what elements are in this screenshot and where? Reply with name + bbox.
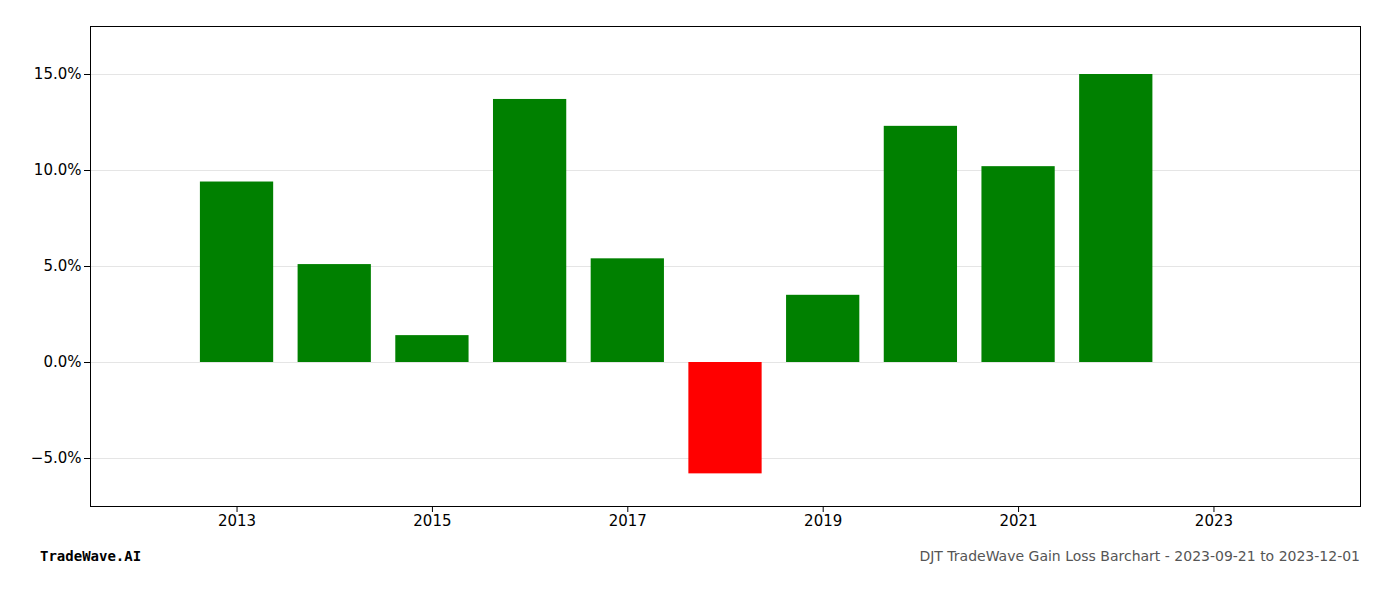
html-text:TradeWave.AI: TradeWave.AI bbox=[40, 548, 142, 564]
html-text:DJT TradeWave Gain Loss Barcha: DJT TradeWave Gain Loss Barchart - 2023-… bbox=[919, 548, 1360, 564]
svg-text:10.0%: 10.0% bbox=[34, 161, 82, 179]
svg-text:2017: 2017 bbox=[609, 512, 647, 530]
svg-text:−5.0%: −5.0% bbox=[31, 449, 82, 467]
svg-text:2019: 2019 bbox=[804, 512, 842, 530]
svg-text:5.0%: 5.0% bbox=[43, 257, 81, 275]
svg-text:15.0%: 15.0% bbox=[34, 65, 82, 83]
svg-text:0.0%: 0.0% bbox=[43, 353, 81, 371]
svg-text:2021: 2021 bbox=[999, 512, 1037, 530]
svg-text:2013: 2013 bbox=[218, 512, 256, 530]
svg-text:2023: 2023 bbox=[1195, 512, 1233, 530]
svg-text:2015: 2015 bbox=[413, 512, 451, 530]
